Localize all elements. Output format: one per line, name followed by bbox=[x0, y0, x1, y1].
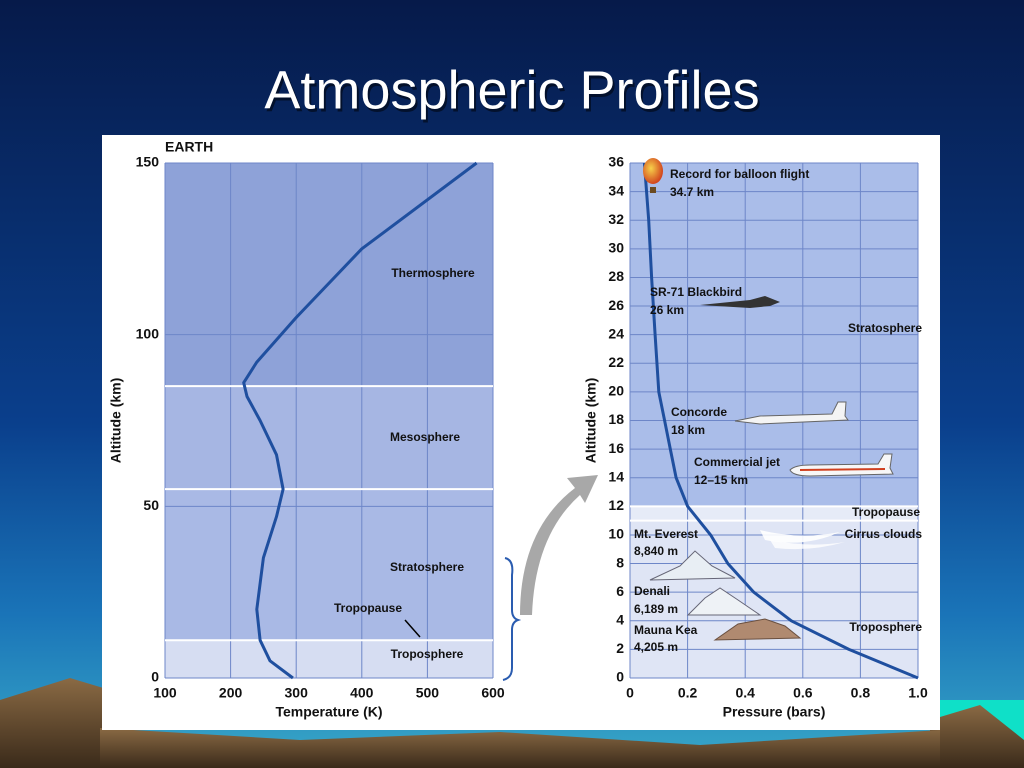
annotation: Tropopause bbox=[334, 601, 402, 615]
balloon-icon bbox=[643, 158, 663, 193]
x-tick-label: 600 bbox=[481, 685, 505, 701]
chart-temperature: 0 50 100 150 100 200 300 400 500 600 EARTH Temperat… bbox=[108, 139, 505, 720]
annotation: Stratosphere bbox=[390, 560, 464, 574]
x-tick-label: 200 bbox=[219, 685, 243, 701]
x-tick-label: 0.2 bbox=[678, 685, 698, 701]
y-tick-label: 4 bbox=[616, 611, 624, 627]
pointer bbox=[404, 619, 421, 638]
everest-icon bbox=[649, 550, 736, 581]
annotation: Stratosphere bbox=[848, 321, 922, 335]
annotation: SR-71 Blackbird bbox=[650, 285, 742, 299]
x-axis-label: Temperature (K) bbox=[275, 704, 382, 720]
annotation: Mt. Everest bbox=[634, 527, 698, 541]
chart-title: EARTH bbox=[165, 139, 213, 155]
data-line bbox=[642, 162, 919, 680]
x-tick-label: 0.8 bbox=[851, 685, 871, 701]
y-tick-label: 32 bbox=[608, 211, 624, 227]
plot-band bbox=[165, 640, 493, 678]
annotation: Troposphere bbox=[849, 620, 922, 634]
annotation: Mesosphere bbox=[390, 430, 460, 444]
x-tick-label: 1.0 bbox=[908, 685, 928, 701]
annotation: Cirrus clouds bbox=[845, 527, 923, 541]
x-tick-label: 500 bbox=[416, 685, 440, 701]
plot-band bbox=[165, 489, 493, 641]
annotation: 4,205 m bbox=[634, 640, 678, 654]
x-axis-label: Pressure (bars) bbox=[723, 704, 826, 720]
plot-band bbox=[165, 386, 493, 490]
y-tick-label: 12 bbox=[608, 497, 624, 513]
annotation: Troposphere bbox=[391, 647, 464, 661]
y-tick-label: 18 bbox=[608, 411, 624, 427]
concorde-icon bbox=[734, 401, 849, 425]
x-tick-label: 0.4 bbox=[735, 685, 755, 701]
decorations bbox=[404, 158, 894, 681]
y-tick-label: 10 bbox=[608, 526, 624, 542]
annotation: 12–15 km bbox=[694, 473, 748, 487]
y-tick-label: 24 bbox=[608, 325, 624, 341]
y-tick-label: 6 bbox=[616, 583, 624, 599]
x-tick-label: 300 bbox=[285, 685, 309, 701]
annotation: 34.7 km bbox=[670, 185, 714, 199]
slide-title-shadow: Atmospheric Profiles bbox=[266, 63, 761, 123]
y-tick-label: 22 bbox=[608, 354, 624, 370]
annotation: 8,840 m bbox=[634, 544, 678, 558]
y-tick-label: 50 bbox=[143, 497, 159, 513]
y-tick-label: 30 bbox=[608, 240, 624, 256]
y-tick-label: 0 bbox=[151, 669, 159, 685]
denali-icon bbox=[686, 587, 762, 616]
x-tick-label: 0.6 bbox=[793, 685, 813, 701]
y-tick-label: 14 bbox=[608, 468, 624, 484]
mauna-kea-icon bbox=[713, 618, 802, 641]
cirrus-clouds bbox=[760, 530, 845, 550]
annotation: 18 km bbox=[671, 423, 705, 437]
annotation: Commercial jet bbox=[694, 455, 780, 469]
y-tick-label: 20 bbox=[608, 383, 624, 399]
y-tick-label: 28 bbox=[608, 268, 624, 284]
annotation: Concorde bbox=[671, 405, 727, 419]
data-line bbox=[242, 161, 478, 680]
annotation: 6,189 m bbox=[634, 602, 678, 616]
y-axis-label: Altitude (km) bbox=[583, 378, 599, 464]
annotation: Record for balloon flight bbox=[670, 167, 809, 181]
y-tick-label: 26 bbox=[608, 297, 624, 313]
plot-band bbox=[165, 163, 493, 387]
annotation: Mauna Kea bbox=[634, 623, 698, 637]
y-tick-label: 8 bbox=[616, 554, 624, 570]
mountain bbox=[100, 728, 940, 768]
plot-band bbox=[630, 520, 918, 678]
y-tick-label: 34 bbox=[608, 182, 624, 198]
y-tick-label: 36 bbox=[608, 154, 624, 170]
y-tick-label: 100 bbox=[136, 325, 160, 341]
jet-icon bbox=[789, 453, 894, 477]
arrow bbox=[520, 475, 598, 615]
y-tick-label: 0 bbox=[616, 669, 624, 685]
x-tick-label: 100 bbox=[153, 685, 177, 701]
y-tick-label: 16 bbox=[608, 440, 624, 456]
y-tick-label: 2 bbox=[616, 640, 624, 656]
annotation: Tropopause bbox=[852, 505, 920, 519]
mountain bbox=[0, 678, 110, 768]
plot-band bbox=[630, 506, 918, 521]
bracket bbox=[502, 557, 522, 681]
annotation: Thermosphere bbox=[391, 266, 475, 280]
sr71-icon bbox=[700, 296, 780, 308]
annotation: Denali bbox=[634, 584, 670, 598]
y-axis-label: Altitude (km) bbox=[108, 378, 124, 464]
mountain bbox=[930, 705, 1024, 768]
annotation: 26 km bbox=[650, 303, 684, 317]
x-tick-label: 400 bbox=[350, 685, 374, 701]
slide-title: Atmospheric Profiles bbox=[264, 60, 759, 120]
y-tick-label: 150 bbox=[136, 154, 160, 170]
x-tick-label: 0 bbox=[626, 685, 634, 701]
